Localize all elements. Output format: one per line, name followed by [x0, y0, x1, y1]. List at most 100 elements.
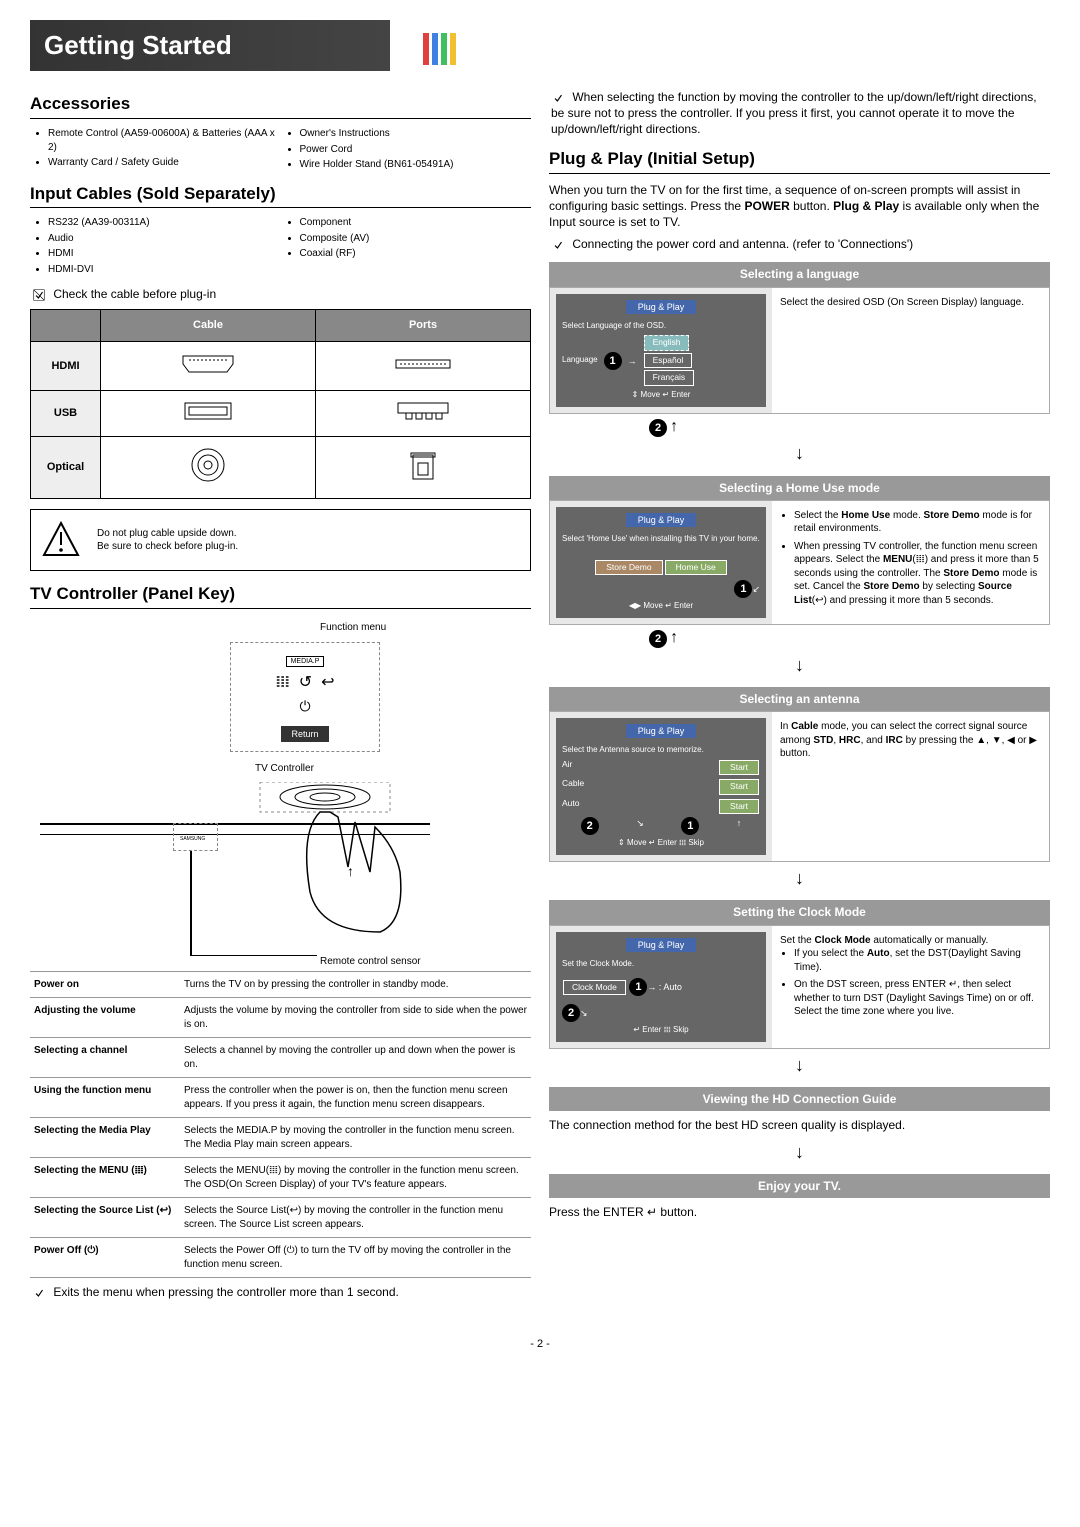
list-item: Owner's Instructions — [300, 127, 532, 141]
step-text: Select the desired OSD (On Screen Displa… — [772, 288, 1049, 413]
plugplay-title: Plug & Play — [626, 513, 697, 527]
controller-arrow-icon: ↑ — [347, 862, 354, 881]
step-num-icon: 1 — [734, 580, 752, 598]
note-icon — [551, 91, 565, 105]
step-num-icon: 2 — [581, 817, 599, 835]
power-icon: ⏻ — [299, 698, 310, 714]
clock-value: : Auto — [659, 982, 682, 992]
step-screen: Plug & Play Select 'Home Use' when insta… — [556, 507, 766, 618]
page-number: - 2 - — [30, 1337, 1050, 1352]
conn-note-text: Connecting the power cord and antenna. (… — [572, 237, 913, 251]
step-num-icon: 1 — [681, 817, 699, 835]
step-plain-text: The connection method for the best HD sc… — [549, 1117, 1050, 1133]
cables-heading: Input Cables (Sold Separately) — [30, 183, 531, 209]
screen-line: Select the Antenna source to memorize. — [562, 745, 760, 756]
step-header: Selecting a language — [549, 262, 1050, 286]
cable-table: Cable Ports HDMI USB Optical — [30, 309, 531, 499]
step-num-icon: 1 — [604, 352, 622, 370]
step-bullet: Select the Home Use mode. Store Demo mod… — [794, 509, 1041, 536]
source-icon: ↩ — [321, 674, 334, 691]
start-button: Start — [719, 799, 759, 814]
check-cable-note: Check the cable before plug-in — [30, 286, 531, 302]
plugplay-title: Plug & Play — [626, 300, 697, 314]
title-row: Getting Started — [30, 20, 1050, 83]
ctrl-desc: Selects the MEDIA.P by moving the contro… — [180, 1118, 531, 1158]
tvcontroller-label: TV Controller — [255, 762, 314, 776]
note-icon — [32, 288, 46, 302]
hand-diagram — [230, 782, 420, 942]
exit-note-text: Exits the menu when pressing the control… — [53, 1285, 399, 1299]
down-arrow-icon: ↓ — [549, 866, 1050, 890]
lang-option: English — [644, 335, 690, 350]
step-num-icon: 2 — [649, 419, 667, 437]
step-screen: Plug & Play Select Language of the OSD.L… — [556, 294, 766, 407]
step-body: Plug & Play Select the Antenna source to… — [549, 711, 1050, 862]
arrow-icon: ↘ — [636, 817, 644, 835]
port-connector-icon — [316, 437, 531, 499]
arrow-up-icon: ↑ — [737, 817, 742, 835]
start-button: Start — [719, 779, 759, 794]
step-header: Viewing the HD Connection Guide — [549, 1087, 1050, 1111]
arrow-right-icon: → — [628, 355, 637, 367]
list-item: Coaxial (RF) — [300, 247, 532, 261]
step-num-icon: 1 — [629, 978, 647, 996]
mode-option: Home Use — [665, 560, 727, 575]
step-header: Selecting a Home Use mode — [549, 476, 1050, 500]
arrow-up-icon: ↑ — [670, 629, 678, 646]
plugplay-heading: Plug & Play (Initial Setup) — [549, 148, 1050, 174]
start-button: Start — [719, 760, 759, 775]
arrow-up-icon: ↑ — [670, 418, 678, 435]
list-item: HDMI — [48, 247, 280, 261]
step-header: Enjoy your TV. — [549, 1174, 1050, 1198]
ant-label: Air — [562, 759, 572, 776]
list-item: Audio — [48, 232, 280, 246]
ctrl-key: Selecting the Media Play — [30, 1118, 180, 1158]
ant-label: Cable — [562, 778, 584, 795]
ctrl-desc: Adjusts the volume by moving the control… — [180, 998, 531, 1038]
port-connector-icon — [316, 391, 531, 437]
hint-bar: ⇕ Move ↵ Enter 𝍖 Skip — [562, 838, 760, 849]
step-bullet: If you select the Auto, set the DST(Dayl… — [794, 947, 1041, 974]
cable-connector-icon — [101, 341, 316, 391]
remote-sensor-box — [173, 823, 218, 851]
left-column: Accessories Remote Control (AA59-00600A)… — [30, 83, 531, 1307]
ctrl-key: Using the function menu — [30, 1078, 180, 1118]
lang-option: Español — [644, 353, 693, 368]
down-arrow-icon: ↓ — [549, 1140, 1050, 1164]
step-body: Plug & Play Set the Clock Mode.Clock Mod… — [549, 925, 1050, 1049]
note-icon — [551, 238, 565, 252]
ctrl-key: Selecting the Source List (↩) — [30, 1198, 180, 1238]
accessories-list: Remote Control (AA59-00600A) & Batteries… — [30, 127, 531, 173]
step-desc: In Cable mode, you can select the correc… — [780, 720, 1041, 761]
ctrl-desc: Turns the TV on by pressing the controll… — [180, 971, 531, 998]
screen-line: Select Language of the OSD. — [562, 321, 760, 332]
step-text: Select the Home Use mode. Store Demo mod… — [772, 501, 1049, 624]
menu-icon: 𝍖 — [276, 674, 290, 691]
title-stripes — [423, 33, 459, 70]
cable-hdr-blank — [31, 309, 101, 341]
ctrl-desc: Selects the Power Off (⏻) to turn the TV… — [180, 1238, 531, 1278]
step-plain-text: Press the ENTER ↵ button. — [549, 1204, 1050, 1220]
port-connector-icon — [316, 341, 531, 391]
step-num-icon: 2 — [649, 630, 667, 648]
lang-option: Français — [644, 370, 695, 385]
controller-table: Power onTurns the TV on by pressing the … — [30, 971, 531, 1279]
return-button: Return — [281, 726, 328, 742]
title-banner: Getting Started — [30, 20, 390, 71]
plugplay-intro: When you turn the TV on for the first ti… — [549, 182, 1050, 231]
top-note-text: When selecting the function by moving th… — [551, 90, 1037, 136]
check-cable-text: Check the cable before plug-in — [53, 287, 216, 301]
warn-box: Do not plug cable upside down. Be sure t… — [30, 509, 531, 571]
list-item: HDMI-DVI — [48, 263, 280, 277]
list-item: Remote Control (AA59-00600A) & Batteries… — [48, 127, 280, 154]
screen-line: Set the Clock Mode. — [562, 959, 760, 970]
step-text: Set the Clock Mode automatically or manu… — [772, 926, 1049, 1048]
ctrl-key: Adjusting the volume — [30, 998, 180, 1038]
arrow-icon: ↙ — [752, 584, 760, 594]
step-bullet: When pressing TV controller, the functio… — [794, 540, 1041, 608]
note-icon — [32, 1286, 46, 1300]
step-text: In Cable mode, you can select the correc… — [772, 712, 1049, 861]
ctrl-key: Selecting the MENU (𝍖) — [30, 1158, 180, 1198]
ctrl-desc: Selects the MENU(𝍖) by moving the contro… — [180, 1158, 531, 1198]
list-item: RS232 (AA39-00311A) — [48, 216, 280, 230]
